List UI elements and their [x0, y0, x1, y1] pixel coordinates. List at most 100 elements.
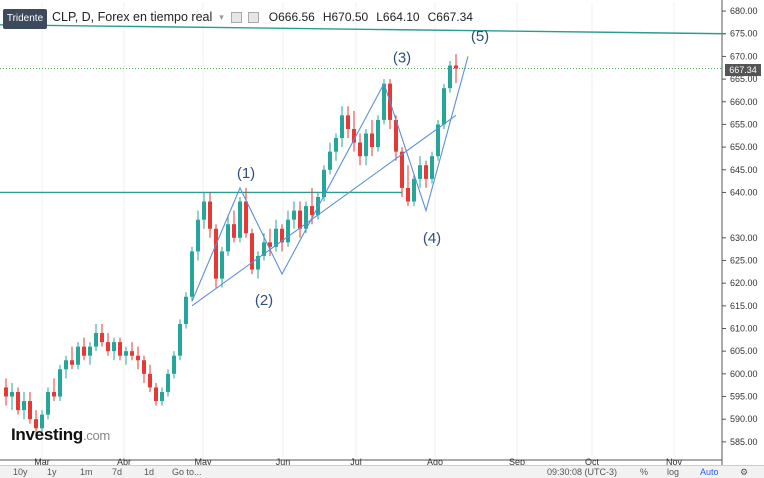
price-tick-label: 650.00: [730, 142, 758, 152]
price-tick-label: 630.00: [730, 233, 758, 243]
candle-body: [328, 151, 332, 170]
candle-body: [166, 373, 170, 392]
candle-body: [412, 178, 416, 202]
candle-body: [196, 219, 200, 252]
candle-body: [160, 391, 164, 402]
ohlc-open: O666.56: [268, 10, 315, 24]
candle-body: [202, 201, 206, 220]
price-tick-label: 640.00: [730, 187, 758, 197]
candle-body: [454, 65, 458, 69]
candle-body: [100, 333, 104, 343]
candle-body: [148, 373, 152, 388]
candle-body: [430, 156, 434, 179]
candle-body: [118, 342, 122, 356]
candle-body: [46, 391, 50, 415]
candle-body: [10, 391, 14, 397]
candle-body: [28, 401, 32, 420]
candle-body: [70, 360, 74, 365]
time-display: 09:30:08 (UTC-3): [547, 467, 618, 477]
trendline: [0, 24, 727, 35]
last-price-badge: 667.34: [725, 64, 761, 76]
candle-body: [184, 296, 188, 324]
candle-body: [178, 323, 182, 356]
symbol-label[interactable]: CLP, D, Forex en tiempo real: [52, 10, 213, 24]
wave-line: [191, 56, 469, 302]
chart-legend: CLP, D, Forex en tiempo real ▾ O666.56 H…: [52, 10, 473, 24]
goto-button[interactable]: Go to...: [172, 467, 202, 477]
candle-body: [4, 387, 8, 397]
candle-body: [370, 133, 374, 148]
candle-body: [352, 128, 356, 143]
candle-body: [274, 228, 278, 247]
percent-toggle[interactable]: %: [640, 467, 649, 477]
price-tick-label: 680.00: [730, 6, 758, 16]
wave-label: (3): [393, 50, 411, 67]
settings-icon[interactable]: [230, 11, 242, 23]
price-tick-label: 665.00: [730, 74, 758, 84]
candle-body: [346, 115, 350, 129]
time-tick-label: Abr: [117, 457, 131, 467]
candle-body: [208, 201, 212, 229]
candle-body: [52, 391, 56, 397]
candle-body: [16, 391, 20, 411]
candle-body: [256, 255, 260, 270]
wave-label: (4): [423, 230, 441, 247]
range-1d[interactable]: 1d: [144, 467, 155, 477]
candle-body: [298, 210, 302, 229]
time-tick-label: May: [194, 457, 212, 467]
time-tick-label: Sep: [509, 457, 525, 467]
candle-body: [382, 83, 386, 120]
ohlc-low: L664.10: [376, 10, 420, 24]
candle-body: [406, 187, 410, 202]
range-1m[interactable]: 1m: [80, 467, 93, 477]
candle-body: [40, 414, 44, 429]
candle-body: [394, 119, 398, 152]
range-1y[interactable]: 1y: [47, 467, 57, 477]
time-tick-label: Jun: [276, 457, 291, 467]
price-tick-label: 625.00: [730, 255, 758, 265]
price-tick-label: 600.00: [730, 369, 758, 379]
candle-body: [448, 65, 452, 89]
template-button[interactable]: Tridente: [3, 9, 47, 29]
candle-body: [322, 169, 326, 197]
candle-body: [310, 206, 314, 216]
wave-label: (5): [471, 28, 489, 45]
candle-body: [172, 355, 176, 374]
price-tick-label: 615.00: [730, 301, 758, 311]
candle-body: [64, 360, 68, 370]
candle-body: [82, 346, 86, 356]
range-10y[interactable]: 10y: [13, 467, 28, 477]
log-toggle[interactable]: log: [667, 467, 680, 477]
candle-body: [88, 346, 92, 356]
chevron-down-icon[interactable]: ▾: [219, 11, 224, 22]
range-7d[interactable]: 7d: [112, 467, 123, 477]
settings-gear-icon[interactable]: ⚙: [740, 467, 749, 477]
candle-body: [34, 419, 38, 429]
price-tick-label: 620.00: [730, 278, 758, 288]
candle-body: [76, 346, 80, 365]
candle-body: [280, 228, 284, 243]
price-tick-label: 660.00: [730, 97, 758, 107]
candle-body: [58, 369, 62, 397]
time-tick-label: Jul: [350, 457, 362, 467]
candle-body: [130, 351, 134, 356]
ohlc-high: H670.50: [322, 10, 369, 24]
candle-body: [418, 165, 422, 179]
wave-label: (2): [255, 292, 273, 309]
bottom-toolbar: 10y 1y 1m 7d 1d Go to... 09:30:08 (UTC-3…: [0, 465, 764, 478]
investing-logo: Investing.com: [11, 425, 110, 445]
candle-body: [112, 342, 116, 352]
candle-body: [304, 206, 308, 229]
price-axis: [722, 0, 764, 465]
auto-toggle[interactable]: Auto: [700, 467, 719, 477]
time-tick-label: Ago: [427, 457, 443, 467]
candle-body: [250, 233, 254, 270]
candle-body: [244, 201, 248, 234]
candle-body: [442, 88, 446, 125]
candle-body: [436, 124, 440, 157]
hide-icon[interactable]: [247, 11, 259, 23]
candle-body: [364, 133, 368, 157]
candle-body: [232, 224, 236, 238]
